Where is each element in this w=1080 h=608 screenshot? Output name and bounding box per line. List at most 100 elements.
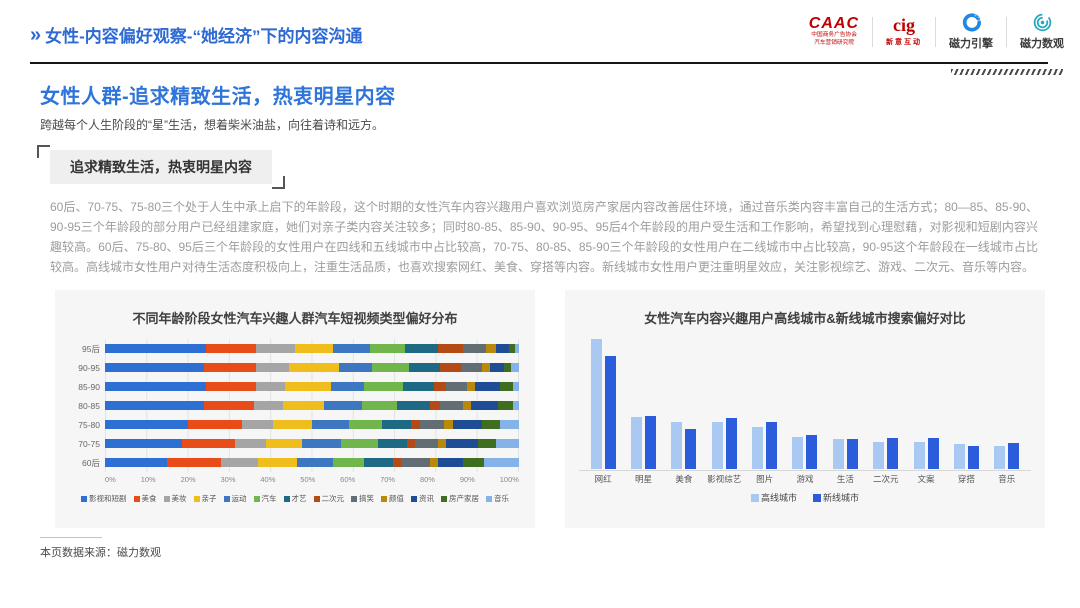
legend-swatch <box>381 495 387 502</box>
bar <box>631 417 643 469</box>
bar-pair <box>671 337 697 469</box>
legend-label: 资讯 <box>419 494 434 503</box>
bar-segment <box>489 363 505 372</box>
legend-item: 搞笑 <box>351 493 374 504</box>
bar-group: 音乐 <box>987 337 1027 485</box>
bar-segment <box>440 401 464 410</box>
bar-group: 网红 <box>583 337 623 485</box>
bar-segment <box>332 458 364 467</box>
bar-segment <box>338 363 372 372</box>
legend-label: 房产家居 <box>449 494 479 503</box>
stacked-bar <box>105 420 519 429</box>
age-group-label: 70-75 <box>78 438 100 449</box>
stack-row: 60后 <box>69 453 521 472</box>
bar <box>645 415 657 469</box>
bar-segment <box>403 382 435 391</box>
bar-segment <box>382 420 412 429</box>
bar-pair <box>631 337 657 469</box>
legend-swatch <box>486 495 492 502</box>
bar-segment <box>475 382 501 391</box>
bar-segment <box>340 439 379 448</box>
bar-pair <box>832 337 858 469</box>
bar-segment <box>463 401 472 410</box>
bar-segment <box>419 420 445 429</box>
stack-row: 75-80 <box>69 415 521 434</box>
bar <box>766 422 778 469</box>
body-paragraph: 60后、70-75、75-80三个处于人生中承上启下的年龄段，这个时期的女性汽车… <box>50 200 1038 274</box>
bar <box>832 439 844 469</box>
bar-segment <box>330 382 364 391</box>
legend-item: 运动 <box>223 493 247 504</box>
bar-segment <box>349 420 383 429</box>
bar-segment <box>283 401 325 410</box>
legend-label: 汽车 <box>261 494 277 503</box>
category-label: 美食 <box>675 474 693 484</box>
bar-segment <box>498 401 513 410</box>
legend-item: 美食 <box>133 493 157 504</box>
bar-group: 游戏 <box>785 337 825 485</box>
bar-segment <box>272 420 312 429</box>
bar-segment <box>400 458 430 467</box>
bar-pair <box>711 337 737 469</box>
legend-swatch <box>813 493 821 502</box>
category-label: 影视综艺 <box>707 474 742 484</box>
legend-label: 新线城市 <box>823 493 860 503</box>
hatch-decoration <box>951 69 1063 75</box>
bar-segment <box>105 458 168 467</box>
bar <box>711 422 723 469</box>
bar <box>792 436 804 469</box>
category-label: 生活 <box>836 474 854 484</box>
chevron-icon: » <box>30 23 41 46</box>
stacked-bar-chart: 95后 90-95 85-90 80-85 75-80 70-75 60后 <box>69 339 521 472</box>
bar-segment <box>444 420 453 429</box>
bar-segment <box>105 344 207 353</box>
legend-label: 美妆 <box>171 494 187 503</box>
bar <box>685 428 697 469</box>
legend-label: 颜值 <box>389 494 404 503</box>
bar-segment <box>514 344 519 353</box>
x-axis: 0% 10% 20% 30% 40% 50% 60% 70% 80% 90% 100% <box>105 475 519 484</box>
x-tick-label: 90% <box>459 475 475 484</box>
bar-segment <box>467 382 476 391</box>
stacked-bar <box>105 382 519 391</box>
age-group-label: 60后 <box>82 457 100 468</box>
x-tick-label: 80% <box>419 475 435 484</box>
category-label: 明星 <box>635 474 653 484</box>
bar-segment <box>463 344 486 353</box>
bar-segment <box>256 382 286 391</box>
bar <box>846 439 858 469</box>
bar <box>671 422 683 469</box>
logo-divider <box>1006 16 1007 47</box>
bar-segment <box>434 382 447 391</box>
caac-logo: CAAC 中国商务广告协会 汽车营销研究院 <box>808 14 859 48</box>
bar-segment <box>204 401 255 410</box>
category-label: 二次元 <box>872 474 899 484</box>
legend-label: 亲子 <box>201 494 217 503</box>
bar-segment <box>481 420 501 429</box>
stack-row: 95后 <box>69 339 521 358</box>
age-group-label: 90-95 <box>78 362 100 373</box>
bar-segment <box>460 363 482 372</box>
x-tick-label: 20% <box>180 475 196 484</box>
bar-segment <box>438 458 464 467</box>
section-tag: 追求精致生活，热衷明星内容 <box>37 145 285 189</box>
legend-swatch <box>133 495 140 502</box>
bar-segment <box>477 439 497 448</box>
bar <box>994 445 1006 469</box>
stacked-bar-rows: 95后 90-95 85-90 80-85 75-80 70-75 60后 <box>69 339 521 472</box>
legend-label: 二次元 <box>321 494 345 503</box>
bar-segment <box>446 382 468 391</box>
bar-segment <box>512 401 519 410</box>
caac-logo-text: CAAC <box>808 14 859 32</box>
magnetic-engine-logo: 磁力引擎 <box>949 12 993 51</box>
bar-pair <box>994 337 1020 469</box>
left-chart-panel: 不同年龄阶段女性汽车兴趣人群汽车短视频类型偏好分布 95后 90-95 85-90 8… <box>55 290 535 528</box>
bar-pair <box>752 337 778 469</box>
legend-item: 房产家居 <box>441 493 479 504</box>
bar-segment <box>256 363 290 372</box>
bar <box>725 418 737 469</box>
header-title-block: » 女性-内容偏好观察-“她经济”下的内容沟通 <box>30 22 362 47</box>
header-title: 女性-内容偏好观察-“她经济”下的内容沟通 <box>45 27 363 46</box>
legend-swatch <box>313 495 320 502</box>
bar-segment <box>405 344 439 353</box>
